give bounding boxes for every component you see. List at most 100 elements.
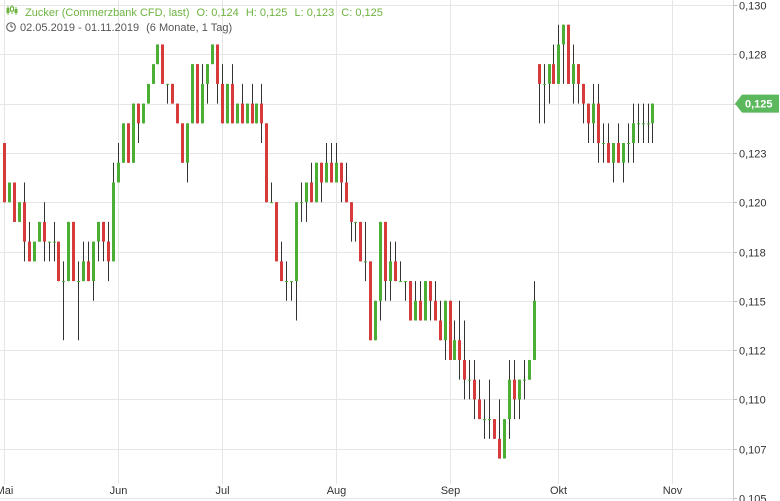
- candle-body: [87, 261, 90, 282]
- x-tick-label: Mai: [0, 485, 13, 497]
- candle-up: [92, 241, 95, 301]
- candle-body: [255, 103, 258, 124]
- y-tick-label: 0,120: [739, 198, 767, 210]
- candle-body: [429, 281, 432, 301]
- candle-up: [508, 359, 511, 439]
- candle-down: [582, 83, 585, 124]
- x-axis: Mai Jun Jul Aug Sep Okt Nov: [0, 485, 683, 497]
- candle-body: [498, 438, 501, 459]
- candle-down: [320, 162, 323, 203]
- candle-up: [8, 182, 11, 203]
- candle-body: [28, 241, 31, 262]
- x-tick-label: Okt: [550, 485, 567, 497]
- candle-up: [444, 300, 447, 360]
- candle-body: [458, 340, 461, 360]
- chart-header-quote: Zucker (Commerzbank CFD, last) O: 0,124 …: [6, 5, 387, 19]
- candle-body: [127, 123, 130, 163]
- candle-body: [72, 221, 75, 282]
- candle-down: [567, 24, 570, 84]
- candle-down: [260, 83, 263, 144]
- candle-up: [18, 202, 21, 222]
- candle-down: [72, 221, 75, 282]
- candle-down: [241, 83, 244, 124]
- candle-body: [488, 419, 491, 421]
- candle-body: [394, 261, 397, 282]
- high-value: H: 0,125: [245, 7, 288, 19]
- candle-body: [112, 182, 115, 262]
- candle-up: [424, 281, 427, 321]
- candle-up: [533, 281, 536, 360]
- candle-down: [458, 300, 461, 380]
- candle-down: [473, 359, 476, 420]
- candle-body: [122, 123, 125, 163]
- candle-body: [354, 221, 357, 223]
- candle-body: [622, 143, 625, 163]
- candle-down: [345, 162, 348, 203]
- candle-body: [513, 379, 516, 400]
- candle-body: [632, 123, 635, 144]
- x-tick-label: Jul: [215, 485, 229, 497]
- candle-up: [404, 281, 407, 301]
- candle-up: [315, 162, 318, 203]
- candle-down: [87, 241, 90, 282]
- candle-body: [166, 83, 169, 85]
- candle-body: [156, 44, 159, 65]
- candle-body: [577, 64, 580, 84]
- candle-body: [305, 182, 308, 203]
- x-tick-label: Nov: [663, 485, 683, 497]
- candle-up: [48, 241, 51, 262]
- candle-down: [310, 162, 313, 203]
- candle-body: [350, 202, 353, 222]
- y-tick-label: 0,130: [739, 1, 767, 13]
- candle-body: [409, 281, 412, 321]
- candle-body: [290, 281, 293, 283]
- candle-body: [379, 221, 382, 301]
- candle-up: [642, 103, 645, 144]
- candle-body: [607, 143, 610, 163]
- low-value: L: 0,123: [294, 7, 335, 19]
- candle-body: [161, 44, 164, 84]
- clock-icon[interactable]: [6, 22, 16, 32]
- candle-down: [597, 83, 600, 163]
- candle-body: [236, 103, 239, 124]
- chart-type-icon[interactable]: [6, 5, 21, 19]
- candle-body: [478, 399, 481, 420]
- candle-up: [523, 359, 526, 400]
- candle-up: [364, 221, 367, 282]
- candle-up: [557, 24, 560, 84]
- candle-down: [449, 300, 452, 360]
- candle-body: [246, 103, 249, 124]
- candle-up: [632, 103, 635, 163]
- candle-body: [439, 320, 442, 341]
- candle-up: [305, 182, 308, 222]
- candle-down: [251, 83, 254, 124]
- candle-up: [290, 281, 293, 301]
- candle-body: [3, 143, 6, 203]
- candle-up: [622, 143, 625, 183]
- candle-down: [419, 281, 422, 321]
- candle-up: [62, 261, 65, 341]
- candle-down: [171, 83, 174, 104]
- candle-up: [166, 83, 169, 104]
- candle-body: [647, 123, 650, 125]
- candle-body: [627, 143, 630, 145]
- x-tick-label: Aug: [327, 485, 347, 497]
- candle-body: [617, 143, 620, 163]
- candle-down: [384, 221, 387, 301]
- candle-body: [538, 64, 541, 84]
- candle-up: [488, 379, 491, 439]
- candle-body: [43, 221, 46, 242]
- candle-body: [53, 241, 56, 243]
- x-tick-label: Jun: [110, 485, 128, 497]
- candle-up: [483, 399, 486, 439]
- close-value: C: 0,125: [341, 7, 383, 19]
- candle-up: [637, 103, 640, 144]
- candle-body: [117, 162, 120, 183]
- candle-down: [617, 123, 620, 163]
- candle-down: [221, 64, 224, 124]
- candle-up: [572, 44, 575, 104]
- candle-down: [513, 359, 516, 420]
- candle-body: [300, 202, 303, 204]
- candle-body: [206, 64, 209, 84]
